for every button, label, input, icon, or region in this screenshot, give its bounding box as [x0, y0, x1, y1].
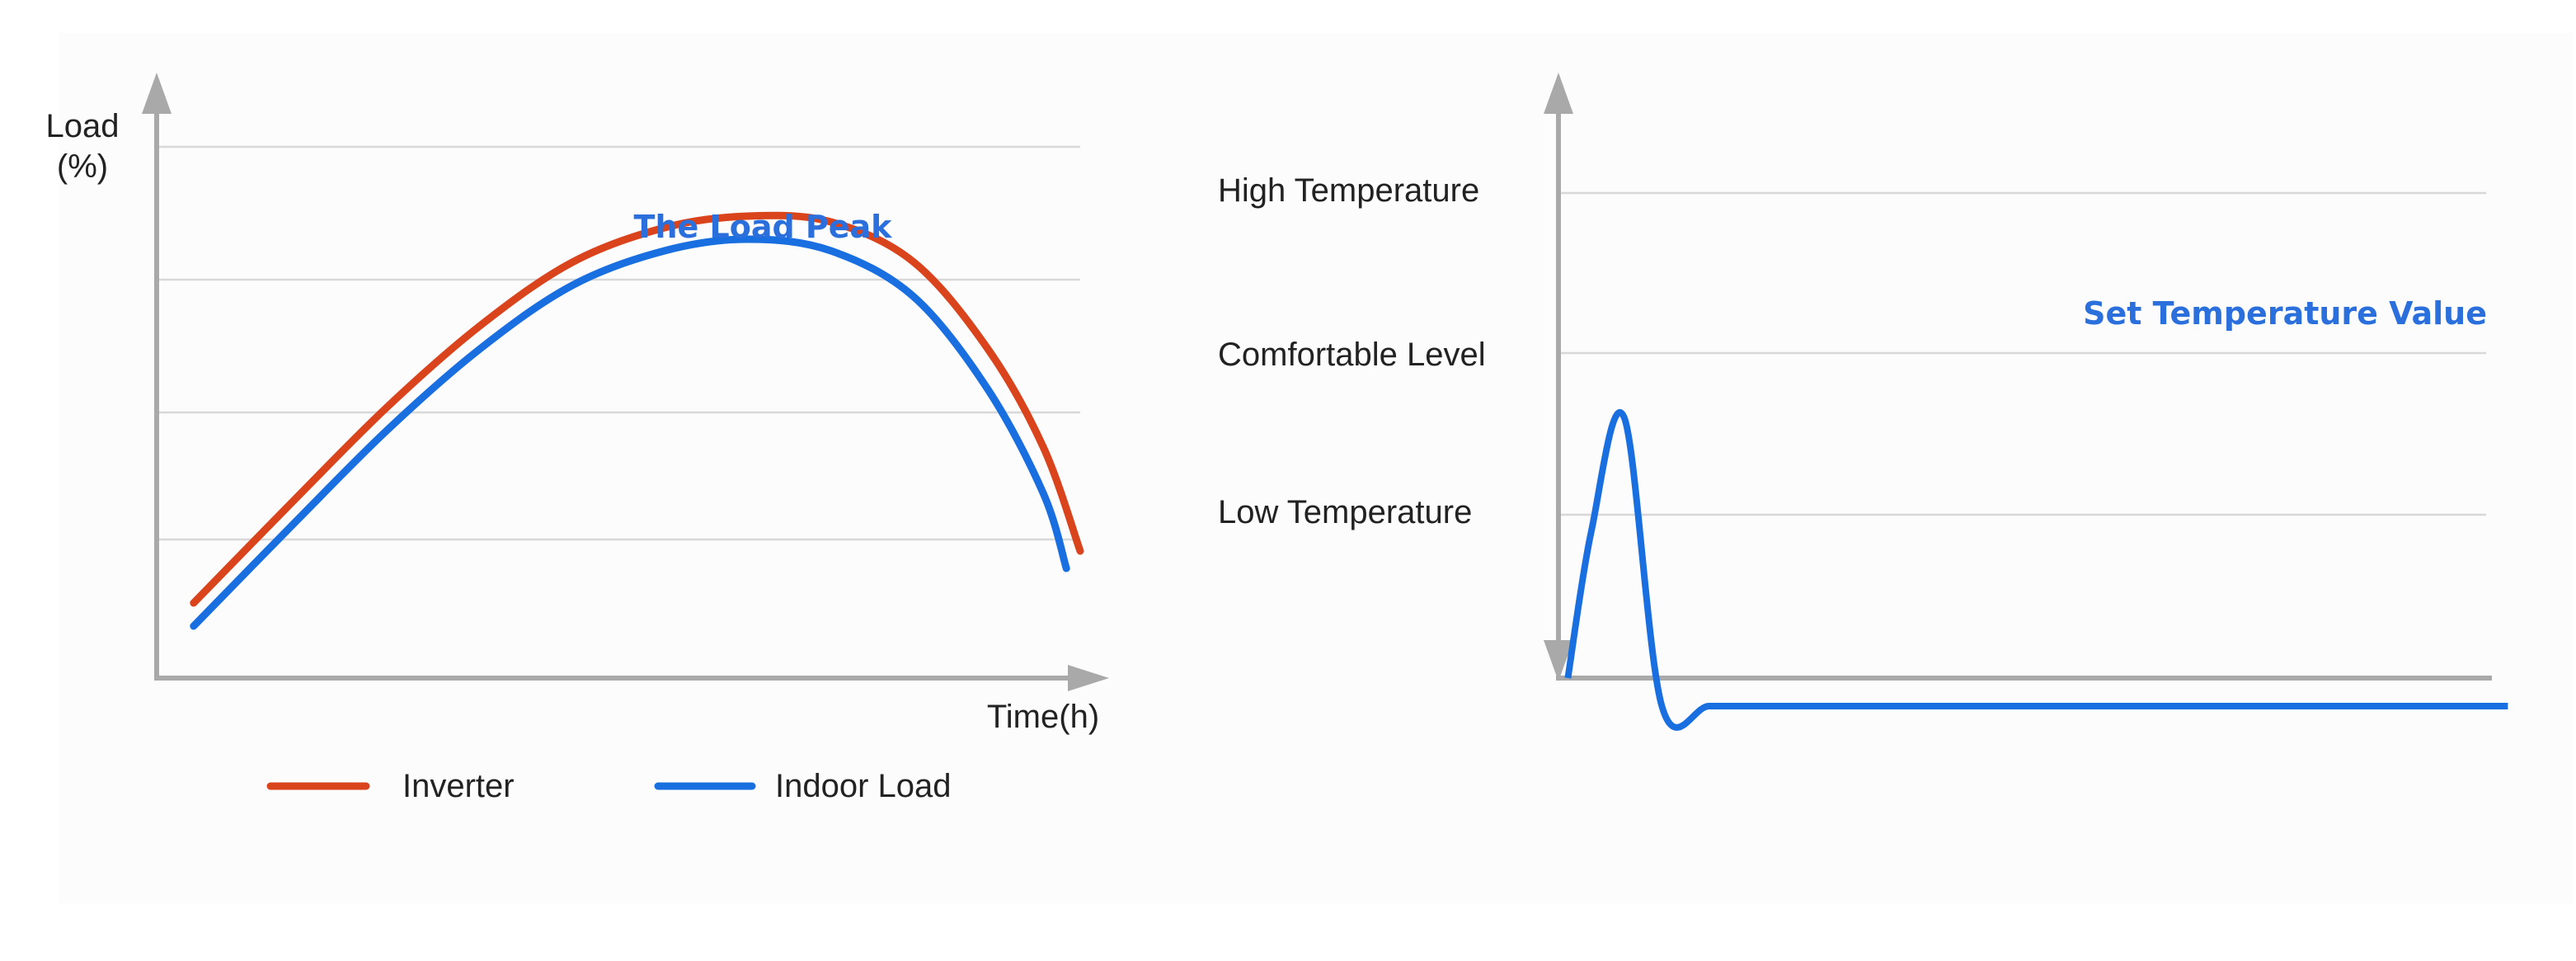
load-chart: Load (%) Time(h) The Load Peak Inverter … — [46, 73, 1109, 804]
series-line-indoor-load — [190, 235, 1070, 630]
y-axis-arrow-icon — [142, 73, 172, 114]
legend-label-indoor-load: Indoor Load — [775, 768, 952, 804]
temperature-chart-series — [1564, 409, 2508, 731]
series-line-temperature — [1564, 409, 2508, 731]
y-tick-high-temperature: High Temperature — [1218, 172, 1479, 209]
load-chart-x-axis — [154, 665, 1109, 691]
load-chart-series — [190, 211, 1084, 630]
figure-background — [59, 33, 2573, 903]
x-axis-label: Time(h) — [987, 699, 1099, 735]
y-axis-up-arrow-icon — [1544, 73, 1573, 114]
series-line-inverter — [190, 211, 1084, 607]
temperature-chart: High Temperature Comfortable Level Low T… — [1218, 73, 2508, 731]
y-axis-down-arrow-icon — [1544, 640, 1573, 681]
temperature-chart-gridlines — [1558, 191, 2486, 516]
load-chart-y-axis — [142, 73, 172, 678]
legend-item-inverter: Inverter — [266, 768, 515, 804]
legend: Inverter Indoor Load — [266, 768, 952, 804]
y-axis-label-line2: (%) — [57, 148, 108, 185]
y-tick-comfortable-level: Comfortable Level — [1218, 337, 1486, 373]
set-temperature-annotation: Set Temperature Value — [2083, 295, 2487, 332]
legend-item-indoor-load: Indoor Load — [654, 768, 952, 804]
load-peak-annotation: The Load Peak — [634, 209, 893, 245]
x-axis-arrow-icon — [1068, 665, 1109, 691]
y-tick-low-temperature: Low Temperature — [1218, 494, 1472, 530]
legend-label-inverter: Inverter — [402, 768, 515, 804]
load-chart-gridlines — [157, 145, 1080, 541]
temperature-chart-y-axis — [1544, 73, 1573, 681]
y-axis-label-line1: Load — [46, 108, 120, 144]
